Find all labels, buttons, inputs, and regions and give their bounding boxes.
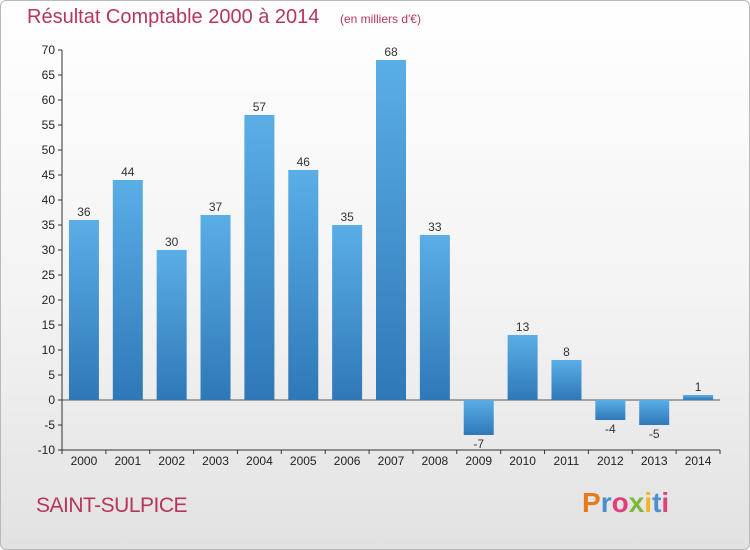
value-label-2002: 30 <box>165 235 179 249</box>
bar-2007 <box>376 60 406 400</box>
x-tick-label: 2012 <box>597 454 624 468</box>
bar-2009 <box>463 400 494 435</box>
commune-name: SAINT-SULPICE <box>36 494 188 517</box>
value-label-2012: -4 <box>605 422 616 436</box>
x-tick-label: 2003 <box>202 454 229 468</box>
bar-2004 <box>244 115 275 400</box>
value-label-2004: 57 <box>253 100 267 114</box>
x-tick-label: 2008 <box>422 454 449 468</box>
bar-2002 <box>156 250 187 400</box>
x-tick-label: 2000 <box>71 454 98 468</box>
value-label-2011: 8 <box>563 345 570 359</box>
bar-2008 <box>419 235 450 400</box>
x-tick-label: 2007 <box>378 454 405 468</box>
value-label-2000: 36 <box>77 205 91 219</box>
value-label-2013: -5 <box>649 427 660 441</box>
y-tick-label: 55 <box>42 118 56 132</box>
value-label-2007: 68 <box>384 45 398 59</box>
y-tick-label: 70 <box>42 43 56 57</box>
x-tick-label: 2006 <box>334 454 361 468</box>
logo-letter: i <box>661 487 670 518</box>
bar-2011 <box>551 360 582 400</box>
bar-2010 <box>507 335 538 400</box>
bar-2005 <box>288 170 319 400</box>
logo-letter: o <box>611 487 629 518</box>
y-tick-label: 5 <box>48 368 55 382</box>
x-tick-label: 2009 <box>465 454 492 468</box>
y-tick-label: 40 <box>42 193 56 207</box>
y-tick-label: -5 <box>44 418 55 432</box>
bar-2012 <box>595 400 626 420</box>
value-label-2009: -7 <box>473 437 484 451</box>
bar-2013 <box>639 400 670 425</box>
logo-letter: t <box>652 487 662 518</box>
chart-title: Résultat Comptable 2000 à 2014 <box>27 6 320 28</box>
y-tick-label: 25 <box>42 268 56 282</box>
value-label-2005: 46 <box>297 155 311 169</box>
y-tick-label: 15 <box>42 318 56 332</box>
logo-letter: x <box>628 487 645 518</box>
x-tick-label: 2005 <box>290 454 317 468</box>
x-tick-label: 2001 <box>114 454 141 468</box>
x-tick-label: 2014 <box>685 454 712 468</box>
bar-2014 <box>683 395 714 400</box>
logo-letter: r <box>600 487 612 518</box>
y-tick-label: 65 <box>42 68 56 82</box>
bar-2001 <box>112 180 143 400</box>
proxiti-logo: Proxiti <box>582 487 669 519</box>
bar-2006 <box>332 225 363 400</box>
y-tick-label: 60 <box>42 93 56 107</box>
y-tick-label: 45 <box>42 168 56 182</box>
chart-subtitle: (en milliers d'€) <box>340 12 421 26</box>
logo-letter: P <box>582 487 601 518</box>
y-tick-label: 10 <box>42 343 56 357</box>
value-label-2001: 44 <box>121 165 135 179</box>
x-tick-label: 2002 <box>158 454 185 468</box>
value-label-2010: 13 <box>516 320 530 334</box>
y-tick-label: 20 <box>42 293 56 307</box>
y-tick-label: 0 <box>48 393 55 407</box>
value-label-2006: 35 <box>340 210 354 224</box>
x-tick-label: 2010 <box>509 454 536 468</box>
value-label-2008: 33 <box>428 220 442 234</box>
x-tick-label: 2004 <box>246 454 273 468</box>
bar-2000 <box>68 220 99 400</box>
y-tick-label: 35 <box>42 218 56 232</box>
bar-2003 <box>200 215 231 400</box>
value-label-2003: 37 <box>209 200 223 214</box>
value-label-2014: 1 <box>695 380 702 394</box>
x-tick-label: 2013 <box>641 454 668 468</box>
x-tick-label: 2011 <box>554 454 580 468</box>
logo-letter: i <box>644 487 653 518</box>
y-tick-label: 50 <box>42 143 56 157</box>
y-tick-label: 30 <box>42 243 56 257</box>
y-tick-label: -10 <box>38 443 56 457</box>
